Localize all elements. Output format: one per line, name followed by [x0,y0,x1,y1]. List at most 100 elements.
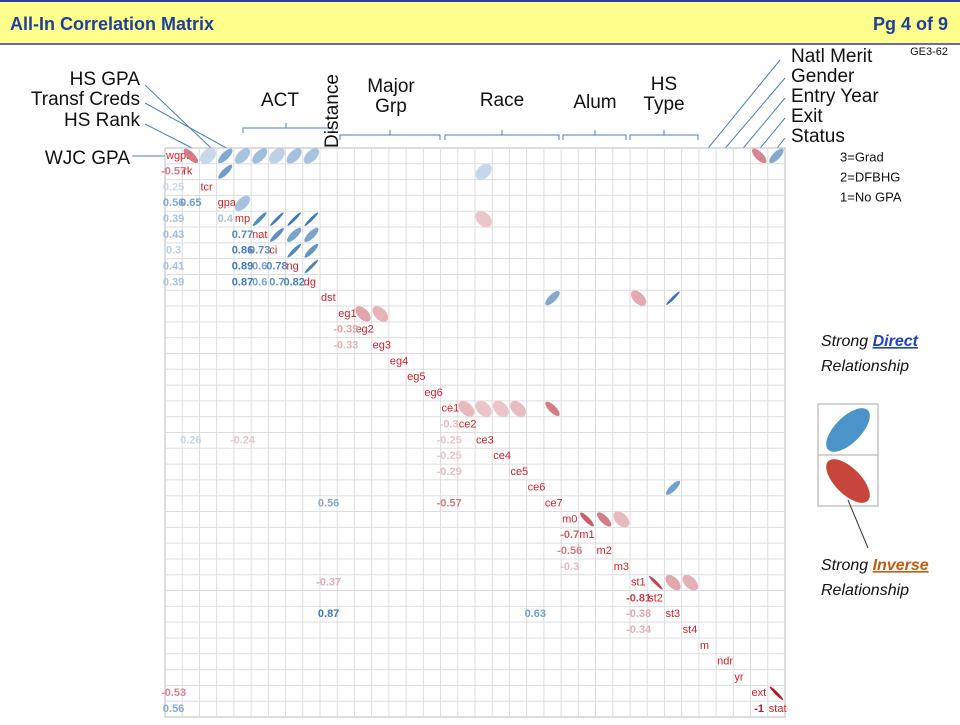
correlation-ellipse [613,511,630,528]
correlation-value: 0.87 [318,608,339,620]
group-label: Gender [791,66,855,87]
correlation-ellipse [287,227,302,243]
correlation-ellipse [545,290,560,306]
correlation-value: -0.57 [437,498,462,510]
correlation-value: 0.3 [166,245,181,257]
correlation-value: -0.38 [626,608,651,620]
variable-label: eg1 [338,308,356,320]
variable-label: ce4 [493,450,511,462]
correlation-value: 0.6 [252,260,267,272]
group-label: Race [480,90,524,111]
correlation-value: 0.26 [180,434,201,446]
correlation-value: 0.41 [163,260,184,272]
header-bar [0,0,960,44]
correlation-ellipse [580,512,594,527]
group-label: HS GPA [70,69,141,90]
group-label: WJC GPA [45,148,130,169]
variable-label: gpa [218,197,237,209]
status-key: 1=No GPA [840,189,902,204]
correlation-ellipse [286,148,302,164]
correlation-ellipse [458,400,475,417]
correlation-value: -0.81 [626,592,651,604]
status-key: 2=DFBHG [840,169,900,184]
correlation-value: 0.4 [218,213,234,225]
correlation-ellipse [218,148,233,164]
correlation-value: 0.56 [163,703,184,715]
variable-label: st3 [665,608,680,620]
variable-label: m2 [597,545,612,557]
correlation-value: 0.82 [283,276,304,288]
correlation-ellipse [475,163,492,180]
correlation-ellipse [665,480,681,495]
matrix: wgparktcrgpampnatcingdgdsteg1eg2eg3eg4eg… [161,147,787,718]
variable-label: m3 [614,561,629,573]
correlation-value: 0.39 [163,276,184,288]
variable-label: dg [304,276,316,288]
group-label: Distance [322,74,343,148]
variable-label: stat [769,703,787,715]
group-label: Major [367,76,415,97]
variable-label: ci [269,245,277,257]
correlation-value: -0.25 [437,434,462,446]
correlation-value: -0.53 [161,687,186,699]
group-label: Grp [375,96,407,117]
variable-label: ce6 [528,482,546,494]
correlation-ellipse [596,512,612,527]
group-label: HS Rank [64,110,141,131]
title: All-In Correlation Matrix [10,14,214,34]
legend-text: Relationship [821,582,909,599]
variable-label: st4 [683,624,698,636]
correlation-value: -0.7 [560,529,579,541]
correlation-value: 0.25 [163,181,184,193]
leader-lines [132,59,786,157]
variable-label: eg5 [407,371,425,383]
page-number: Pg 4 of 9 [873,14,948,34]
correlation-ellipse [287,212,301,226]
correlation-ellipse [287,243,301,258]
correlation-ellipse [183,148,199,164]
correlation-value: -1 [754,703,764,715]
correlation-ellipse [199,147,217,164]
legend-word: Inverse [873,557,929,574]
slide-code: GE3-62 [910,46,948,58]
correlation-ellipse [269,147,285,164]
correlation-value: 0.56 [318,498,339,510]
correlation-value: -0.33 [333,339,358,351]
variable-label: yr [734,671,744,683]
variable-label: m1 [579,529,594,541]
group-label: ACT [261,90,299,111]
correlation-ellipse [304,227,319,243]
correlation-ellipse [304,212,319,226]
correlation-value: -0.3 [560,561,579,573]
correlation-value: -0.25 [437,450,462,462]
legend-text: Strong Inverse [821,557,929,574]
variable-label: ce5 [510,466,528,478]
correlation-value: 0.77 [232,229,253,241]
legend-word: Direct [873,333,919,350]
group-label: Type [643,94,684,115]
legend-sample [817,403,879,549]
correlation-ellipse [304,259,319,274]
variable-label: ext [752,687,767,699]
correlation-ellipse [475,400,492,417]
correlation-value: 0.7 [269,276,284,288]
variable-label: ce2 [459,419,477,431]
variable-label: nat [252,229,267,241]
correlation-ellipse [475,211,492,228]
variable-label: rk [183,166,193,178]
correlation-ellipse [355,306,371,322]
correlation-value: 0.73 [249,245,270,257]
legend-text: Strong Direct [821,333,919,350]
variable-label: ce3 [476,434,494,446]
correlation-ellipse [649,575,663,590]
group-label: Natl Merit [791,46,873,67]
variable-label: eg3 [373,339,391,351]
correlation-ellipse [234,195,251,211]
correlation-value: -0.24 [230,434,256,446]
variable-label: mp [235,213,250,225]
correlation-value: 0.6 [252,276,267,288]
correlation-value: 0.78 [266,260,287,272]
variable-label: m0 [562,513,577,525]
group-label: Exit [791,106,823,127]
